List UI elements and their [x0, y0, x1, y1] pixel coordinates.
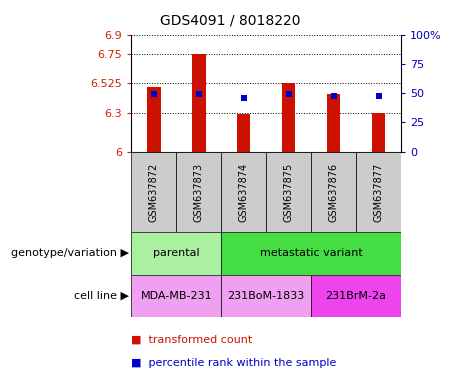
- Text: GSM637875: GSM637875: [284, 162, 294, 222]
- Text: GSM637877: GSM637877: [373, 162, 384, 222]
- Bar: [282, 83, 296, 152]
- Text: GSM637874: GSM637874: [239, 162, 249, 222]
- Bar: [192, 54, 206, 152]
- Text: cell line ▶: cell line ▶: [74, 291, 129, 301]
- Bar: [221, 275, 311, 317]
- Bar: [131, 152, 176, 232]
- Text: 231BoM-1833: 231BoM-1833: [228, 291, 305, 301]
- Bar: [311, 275, 401, 317]
- Text: GSM637873: GSM637873: [194, 162, 204, 222]
- Text: GSM637872: GSM637872: [149, 162, 159, 222]
- Bar: [311, 152, 356, 232]
- Bar: [266, 152, 311, 232]
- Text: MDA-MB-231: MDA-MB-231: [141, 291, 212, 301]
- Bar: [372, 113, 385, 152]
- Text: ■  transformed count: ■ transformed count: [131, 335, 253, 345]
- Text: metastatic variant: metastatic variant: [260, 248, 362, 258]
- Bar: [221, 152, 266, 232]
- Bar: [327, 94, 340, 152]
- Bar: [131, 275, 221, 317]
- Bar: [237, 114, 250, 152]
- Bar: [147, 87, 160, 152]
- Bar: [221, 232, 401, 275]
- Text: 231BrM-2a: 231BrM-2a: [325, 291, 387, 301]
- Bar: [131, 232, 221, 275]
- Bar: [176, 152, 221, 232]
- Text: genotype/variation ▶: genotype/variation ▶: [11, 248, 129, 258]
- Text: GSM637876: GSM637876: [329, 162, 339, 222]
- Text: GDS4091 / 8018220: GDS4091 / 8018220: [160, 13, 301, 27]
- Text: parental: parental: [153, 248, 200, 258]
- Bar: [356, 152, 401, 232]
- Text: ■  percentile rank within the sample: ■ percentile rank within the sample: [131, 358, 337, 368]
